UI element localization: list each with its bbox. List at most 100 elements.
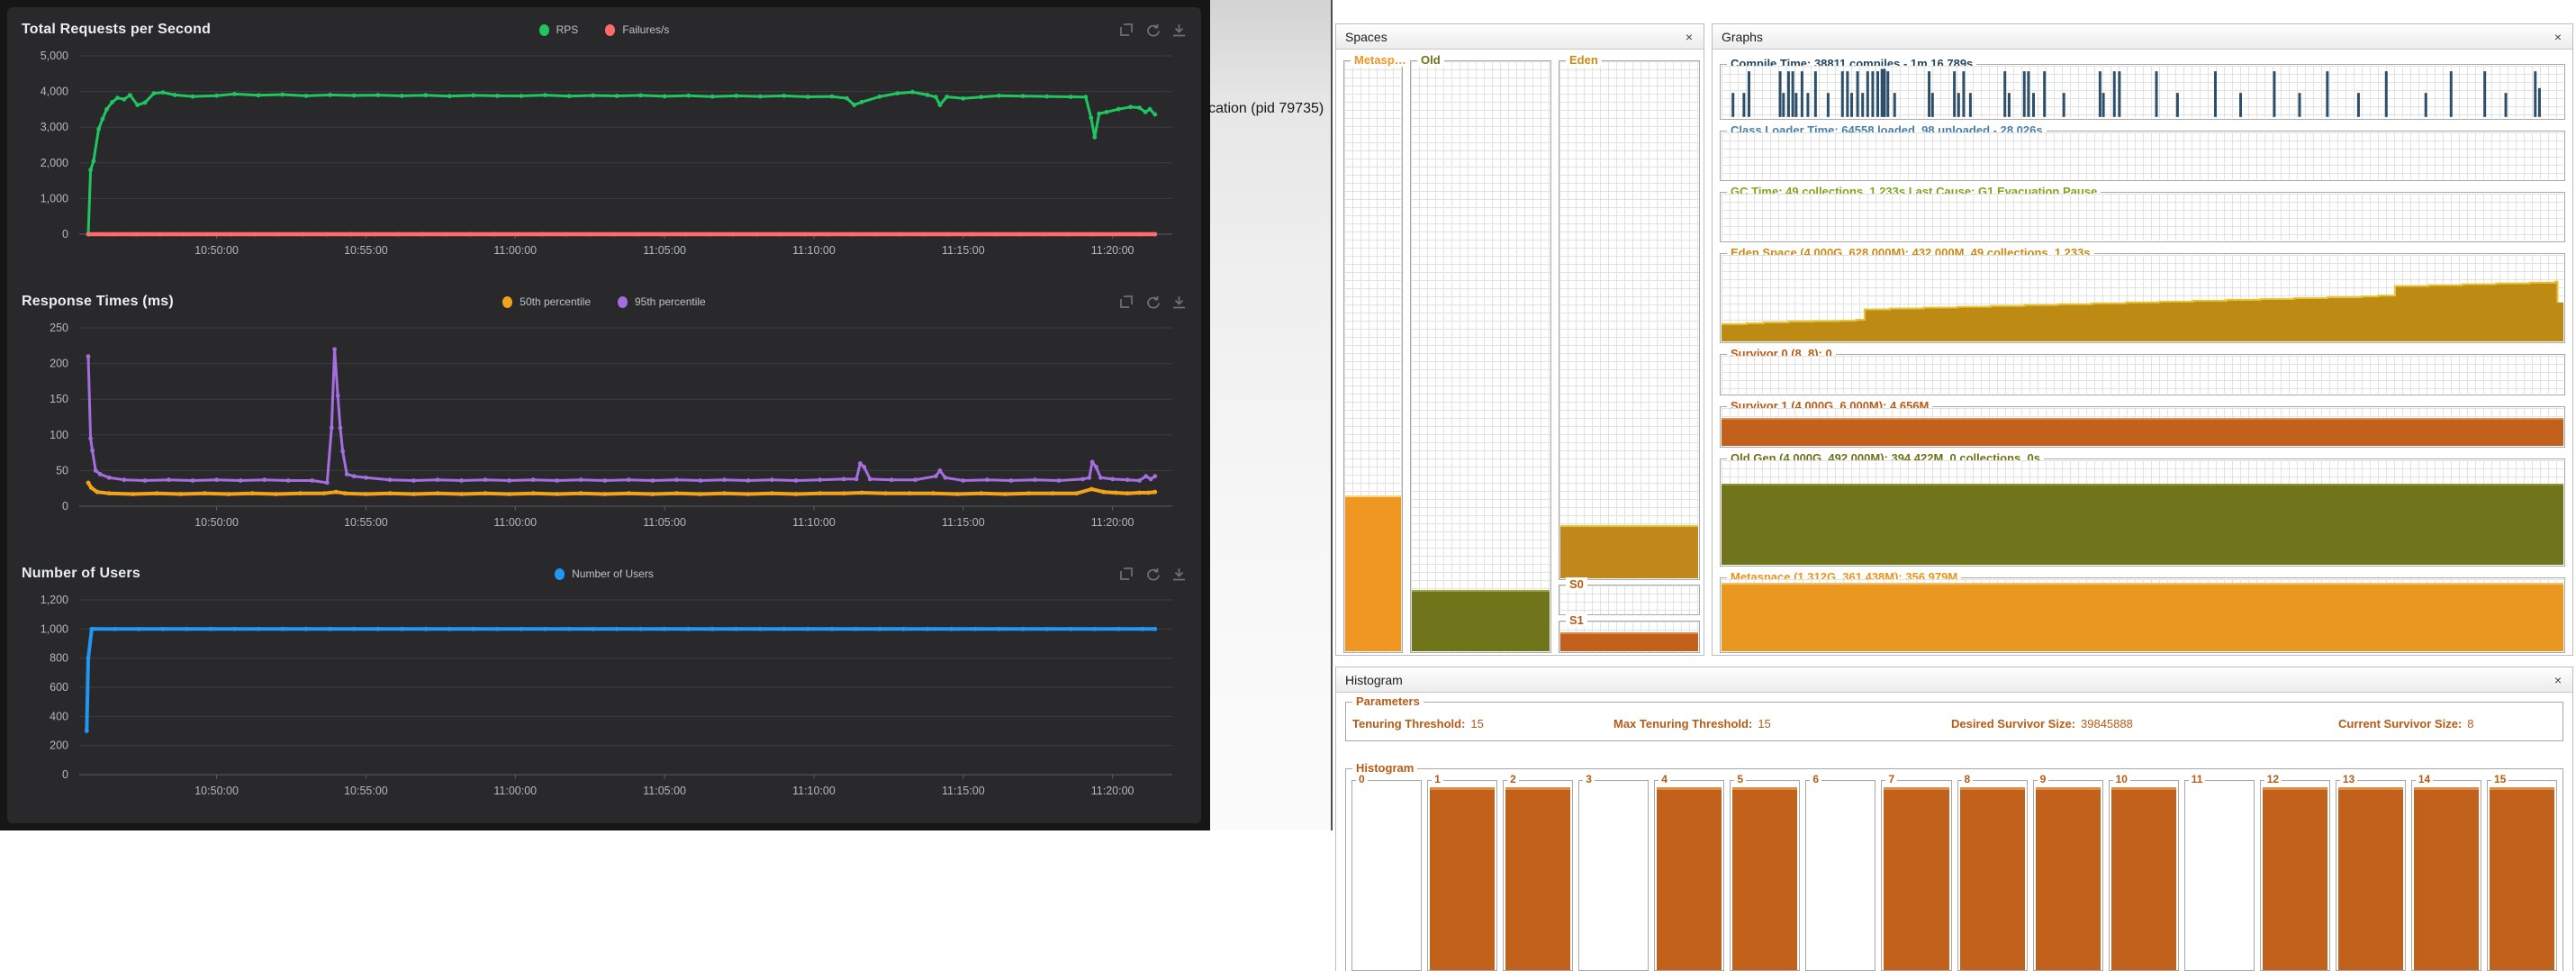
chart-section-rps: Total Requests per Second RPS Failures/s xyxy=(22,14,1187,261)
old-gen-row: Old Gen (4.000G, 492.000M): 394.422M, 0 … xyxy=(1720,451,2565,567)
legend-label: 95th percentile xyxy=(635,295,706,308)
spaces-panel-title: Spaces xyxy=(1345,29,1387,44)
response-times-chart[interactable]: 0 50 100 150 200 250 10:50:00 10:55:00 11:00:00 1… xyxy=(22,317,1187,533)
svg-text:250: 250 xyxy=(50,322,68,334)
histogram-bin-9: 9 xyxy=(2032,773,2103,971)
svg-text:11:20:00: 11:20:00 xyxy=(1091,244,1134,257)
reset-zoom-icon[interactable] xyxy=(1145,567,1161,582)
reset-zoom-icon[interactable] xyxy=(1145,23,1161,38)
histogram-bin-10: 10 xyxy=(2108,773,2179,971)
eden-space-row: Eden Space (4.000G, 628.000M): 432.000M,… xyxy=(1720,246,2565,343)
chart-toolbar xyxy=(1119,23,1187,38)
svg-text:400: 400 xyxy=(50,710,68,722)
histogram-panel-header: Histogram × xyxy=(1336,667,2572,693)
svg-text:11:00:00: 11:00:00 xyxy=(493,516,537,529)
svg-text:11:05:00: 11:05:00 xyxy=(643,785,686,797)
chart-legend: 50th percentile 95th percentile xyxy=(22,295,1187,308)
legend-dot-icon xyxy=(538,23,549,36)
reset-zoom-icon[interactable] xyxy=(1145,295,1161,310)
desired-survivor-size: Desired Survivor Size: 39845888 xyxy=(1951,717,2133,731)
class-loader-graph xyxy=(1722,132,2563,179)
histogram-bins: 0 1 2 3 4 5 6 7 8 9 10 11 12 13 14 15 xyxy=(1351,773,2557,971)
svg-text:10:50:00: 10:50:00 xyxy=(194,244,239,257)
locust-charts-panel: Total Requests per Second RPS Failures/s xyxy=(7,7,1201,823)
survivor0-graph xyxy=(1722,356,2563,394)
svg-text:10:55:00: 10:55:00 xyxy=(344,516,388,529)
chart-toolbar xyxy=(1119,295,1187,310)
svg-text:10:55:00: 10:55:00 xyxy=(344,785,388,797)
old-gen-fill xyxy=(1722,483,2563,565)
svg-text:11:05:00: 11:05:00 xyxy=(643,516,686,529)
svg-text:1,200: 1,200 xyxy=(41,594,68,606)
legend-item-users[interactable]: Number of Users xyxy=(555,567,654,580)
legend-item-rps[interactable]: RPS xyxy=(538,23,578,36)
close-icon[interactable]: × xyxy=(1685,29,1693,44)
locust-dashboard-window: Total Requests per Second RPS Failures/s xyxy=(0,0,1210,830)
chart-legend: Number of Users xyxy=(22,567,1187,580)
legend-dot-icon xyxy=(605,23,616,36)
graphs-panel-title: Graphs xyxy=(1722,29,1763,44)
svg-text:11:10:00: 11:10:00 xyxy=(792,785,836,797)
survivor1-fill xyxy=(1722,417,2563,446)
eden-space-graph xyxy=(1722,255,2563,341)
histogram-bin-15: 15 xyxy=(2486,773,2557,971)
download-icon[interactable] xyxy=(1171,567,1187,582)
svg-text:150: 150 xyxy=(50,393,68,405)
histogram-panel: Histogram × Parameters Tenuring Threshol… xyxy=(1335,667,2573,971)
chart-header: Number of Users Number of Users xyxy=(22,558,1187,589)
close-icon[interactable]: × xyxy=(2553,29,2562,44)
svg-text:11:10:00: 11:10:00 xyxy=(792,516,836,529)
chart-header: Response Times (ms) 50th percentile 95th… xyxy=(22,286,1187,317)
legend-dot-icon xyxy=(502,295,513,308)
chart-title: Total Requests per Second xyxy=(22,22,212,37)
svg-text:11:20:00: 11:20:00 xyxy=(1091,516,1134,529)
zoom-area-icon[interactable] xyxy=(1119,23,1134,38)
histogram-bin-5: 5 xyxy=(1730,773,1801,971)
users-chart[interactable]: 0 200 400 600 800 1,000 1,200 10:50:00 10:55:00 1… xyxy=(22,589,1187,802)
histogram-bin-13: 13 xyxy=(2335,773,2406,971)
histogram-bin-2: 2 xyxy=(1503,773,1574,971)
histogram-bin-11: 11 xyxy=(2183,773,2255,971)
eden-usage-area xyxy=(1722,255,2563,341)
survivor1-graph xyxy=(1722,408,2563,446)
svg-text:200: 200 xyxy=(50,740,68,752)
graphs-panel: Graphs × Compile Time: 38811 compiles - … xyxy=(1712,23,2573,656)
compile-time-row: Compile Time: 38811 compiles - 1m 16.789… xyxy=(1720,57,2565,120)
histogram-bin-1: 1 xyxy=(1427,773,1498,971)
svg-text:11:10:00: 11:10:00 xyxy=(792,244,836,257)
graphs-body: Compile Time: 38811 compiles - 1m 16.789… xyxy=(1720,50,2565,655)
legend-item-95th[interactable]: 95th percentile xyxy=(618,295,706,308)
close-icon[interactable]: × xyxy=(2553,672,2562,687)
svg-text:5,000: 5,000 xyxy=(41,50,68,62)
svg-text:2,000: 2,000 xyxy=(41,157,68,169)
spaces-panel: Spaces × Metasp… Old Eden S0 S1 xyxy=(1335,23,1704,656)
rps-chart[interactable]: 0 1,000 2,000 3,000 4,000 5,000 10:50:00 10:55:… xyxy=(22,45,1187,261)
survivor1-box: S1 xyxy=(1559,613,1700,653)
download-icon[interactable] xyxy=(1171,295,1187,310)
svg-text:10:55:00: 10:55:00 xyxy=(344,244,388,257)
survivor0-box: S0 xyxy=(1559,577,1700,615)
download-icon[interactable] xyxy=(1171,23,1187,38)
chart-title: Number of Users xyxy=(22,566,140,581)
svg-text:11:20:00: 11:20:00 xyxy=(1091,785,1134,797)
legend-item-50th[interactable]: 50th percentile xyxy=(502,295,591,308)
chart-section-response-times: Response Times (ms) 50th percentile 95th… xyxy=(22,286,1187,533)
zoom-area-icon[interactable] xyxy=(1119,567,1134,582)
svg-text:11:00:00: 11:00:00 xyxy=(493,244,537,257)
svg-text:50: 50 xyxy=(56,464,68,476)
legend-item-failures[interactable]: Failures/s xyxy=(605,23,669,36)
chart-toolbar xyxy=(1119,567,1187,582)
histogram-bin-3: 3 xyxy=(1578,773,1650,971)
metaspace-graph xyxy=(1722,579,2563,651)
histogram-bin-7: 7 xyxy=(1881,773,1952,971)
survivor1-row: Survivor 1 (4.000G, 6.000M): 4.656M xyxy=(1720,399,2565,448)
svg-text:10:50:00: 10:50:00 xyxy=(194,516,239,529)
metaspace-fill xyxy=(1722,583,2563,651)
zoom-area-icon[interactable] xyxy=(1119,295,1134,310)
histogram-panel-title: Histogram xyxy=(1345,672,1403,687)
graphs-panel-header: Graphs × xyxy=(1713,24,2572,50)
metaspace-column: Metasp… xyxy=(1343,53,1410,653)
survivor0-row: Survivor 0 (8, 8): 0 xyxy=(1720,347,2565,395)
histogram-box-title: Histogram xyxy=(1352,761,1418,775)
